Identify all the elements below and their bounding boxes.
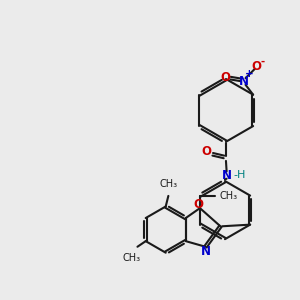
Text: +: +	[244, 69, 253, 79]
Text: CH₃: CH₃	[160, 179, 178, 189]
Text: -: -	[260, 57, 265, 67]
Text: O: O	[251, 60, 261, 73]
Text: O: O	[193, 198, 203, 211]
Text: O: O	[201, 145, 211, 158]
Text: CH₃: CH₃	[220, 190, 238, 201]
Text: O: O	[220, 71, 230, 84]
Text: N: N	[222, 169, 232, 182]
Text: N: N	[201, 245, 211, 258]
Text: N: N	[239, 75, 249, 88]
Text: -H: -H	[234, 170, 246, 180]
Text: CH₃: CH₃	[122, 253, 141, 263]
